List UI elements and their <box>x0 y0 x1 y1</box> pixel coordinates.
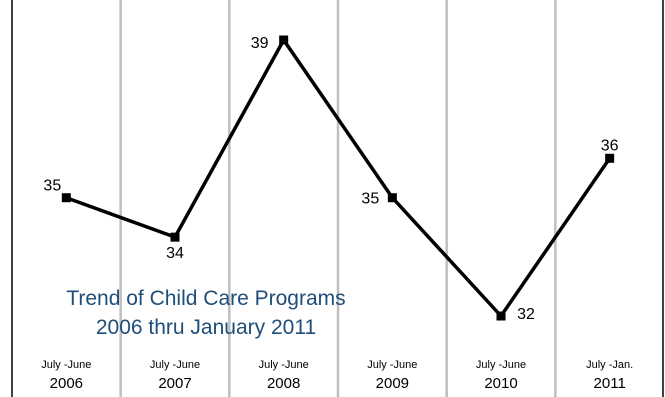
value-label-5: 36 <box>601 137 619 154</box>
category-year-0: 2006 <box>50 375 83 392</box>
series-line <box>65 36 612 319</box>
gridlines <box>119 0 557 397</box>
data-point-0 <box>61 193 71 203</box>
category-period-1: July -June <box>150 359 200 371</box>
data-point-1 <box>170 232 180 242</box>
x-axis-labels: July -June 2006 July -June 2007 July -June 20… <box>41 359 633 392</box>
value-label-4: 32 <box>517 306 535 323</box>
value-label-0: 35 <box>43 178 61 195</box>
chart-title-line-1: Trend of Child Care Programs <box>66 287 345 310</box>
category-year-4: 2010 <box>484 375 517 392</box>
category-period-3: July -June <box>367 359 417 371</box>
chart-title-line-2: 2006 thru January 2011 <box>96 316 316 339</box>
value-label-2: 39 <box>251 35 269 52</box>
category-period-4: July -June <box>476 359 526 371</box>
category-period-2: July -June <box>259 359 309 371</box>
data-point-2 <box>279 35 289 45</box>
value-labels: 35 34 39 35 32 36 <box>43 35 618 323</box>
data-point-4 <box>496 311 506 321</box>
category-year-5: 2011 <box>594 375 626 392</box>
category-year-3: 2009 <box>376 375 409 392</box>
value-label-3: 35 <box>361 191 379 208</box>
data-point-5 <box>605 153 615 163</box>
value-label-1: 34 <box>166 245 184 262</box>
category-period-0: July -June <box>41 359 91 371</box>
category-year-1: 2007 <box>158 375 191 392</box>
data-point-3 <box>387 193 397 203</box>
category-year-2: 2008 <box>267 375 300 392</box>
category-period-5: July -Jan. <box>586 359 633 371</box>
series-group <box>61 35 615 321</box>
